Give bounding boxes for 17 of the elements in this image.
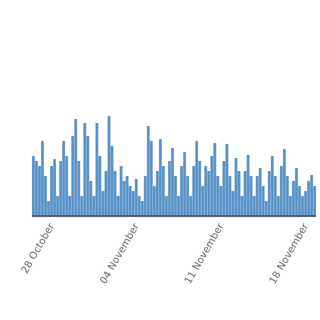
bar <box>183 152 186 216</box>
bar <box>41 141 44 216</box>
bar <box>282 149 286 216</box>
bar <box>32 156 35 216</box>
bar <box>171 148 174 216</box>
bar <box>295 168 298 216</box>
bar <box>234 158 238 216</box>
bar <box>159 139 162 216</box>
bar <box>120 166 122 216</box>
bar <box>108 116 110 216</box>
bar <box>96 123 98 216</box>
bar <box>62 141 66 216</box>
bar <box>126 176 129 216</box>
bar <box>310 175 313 216</box>
bar <box>53 159 56 216</box>
bar <box>226 144 228 216</box>
bar <box>246 155 250 216</box>
